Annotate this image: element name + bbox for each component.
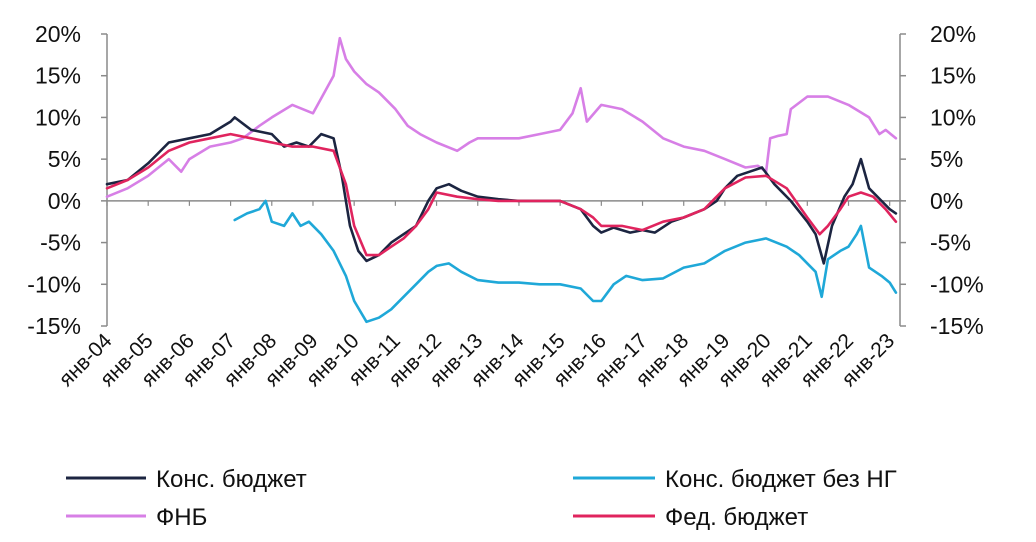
legend-label-2: ФНБ — [156, 504, 207, 531]
y-tick-label-left: -5% — [40, 230, 81, 256]
y-tick-label-right: 0% — [930, 188, 963, 214]
series-line-3 — [105, 132, 898, 257]
y-tick-label-left: -15% — [27, 313, 81, 339]
y-tick-label-right: -5% — [930, 230, 971, 256]
y-tick-label-right: -15% — [930, 313, 984, 339]
legend-label-0: Конс. бюджет — [156, 466, 307, 493]
legend: Конс. бюджет Конс. бюджет без НГ ФНБ Фед. б… — [66, 466, 897, 531]
series-line-1 — [233, 199, 898, 324]
y-tick-label-right: -10% — [930, 271, 984, 297]
y-tick-label-left: -10% — [27, 271, 81, 297]
y-tick-label-left: 5% — [48, 146, 81, 172]
y-tick-label-left: 10% — [35, 104, 81, 130]
y-tick-label-left: 20% — [35, 21, 81, 47]
y-tick-label-right: 10% — [930, 104, 976, 130]
y-tick-label-right: 15% — [930, 63, 976, 89]
series-layer — [105, 36, 898, 324]
y-tick-label-left: 0% — [48, 188, 81, 214]
y-tick-label-right: 5% — [930, 146, 963, 172]
y-tick-label-right: 20% — [930, 21, 976, 47]
series-line-2 — [105, 36, 898, 198]
y-tick-label-left: 15% — [35, 63, 81, 89]
legend-label-1: Конс. бюджет без НГ — [665, 466, 897, 493]
legend-label-3: Фед. бюджет — [665, 504, 808, 531]
